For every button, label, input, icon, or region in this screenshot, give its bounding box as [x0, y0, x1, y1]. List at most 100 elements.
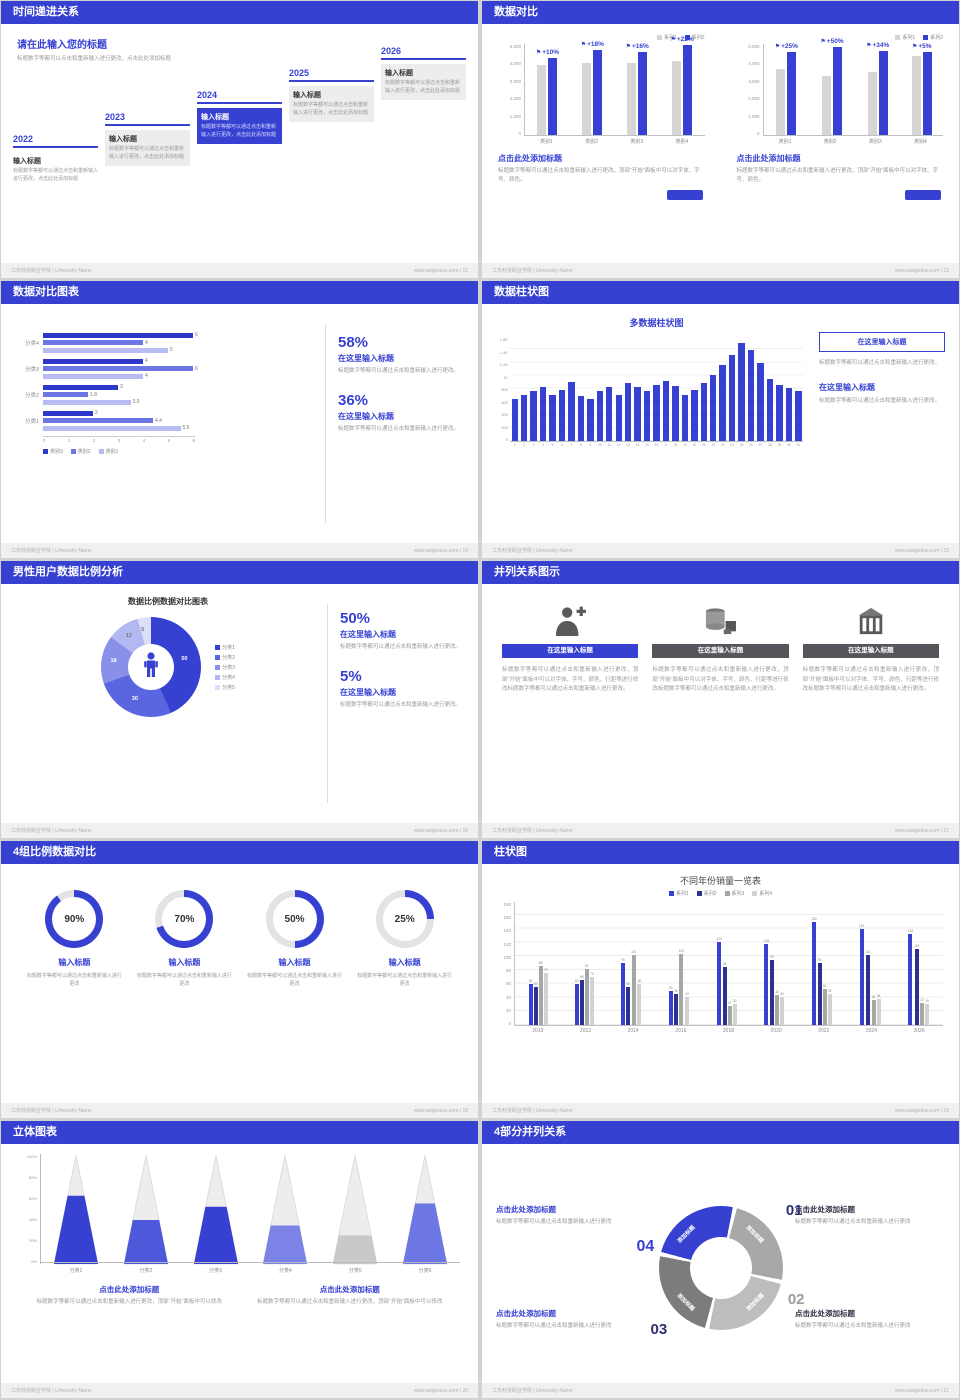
- legend-label: 分类5: [222, 684, 235, 691]
- y-tick-label: 5,000: [509, 44, 521, 49]
- slide-15[interactable]: 数据柱状图 多数据柱状图 1.6K 1.4K 1.2K 1K 800 600 400 200 0…: [482, 281, 959, 558]
- bar-value: 3: [120, 384, 123, 390]
- bar-value: 120: [716, 937, 722, 941]
- bar: [827, 994, 832, 1025]
- y-axis: 5,000 4,000 3,000 2,000 1,000 0: [498, 44, 524, 136]
- slide-footer: 江苏科技职业学院 | University Name www.aptgenius…: [482, 1103, 959, 1118]
- growth-label: ⚑+10%: [536, 49, 559, 56]
- slide-body: 分类4 6 4 5 分类3 4 6 4 分类2 3 1.8 3.5 分类1 2 4.4 5.5 0 1 2 3 4 5 6 类…: [1, 304, 478, 543]
- bar: [538, 966, 543, 1025]
- bar: [589, 977, 594, 1025]
- slide-title-bar: 数据对比: [482, 1, 959, 24]
- bar: [867, 72, 877, 135]
- x-tick-label: 5: [551, 443, 554, 447]
- slide-16[interactable]: 男性用户数据比例分析 数据比例数据对比图表 50 30 18 12 5 分类1 分类2 分类…: [1, 561, 478, 838]
- legend-item: 系列1: [668, 890, 689, 897]
- slide-18[interactable]: 4组比例数据对比 90% 输入标题 标题数字等都可以通过点击和重新输入进行更改 70%…: [1, 841, 478, 1118]
- slide-12[interactable]: 时间递进关系 请在此输入您的标题 标题数字等都可以点击和重新输入进行更改，点击此…: [1, 1, 478, 278]
- bar: [911, 56, 921, 135]
- legend-label: 分类3: [222, 664, 235, 671]
- legend-label: 类别2: [77, 449, 91, 455]
- legend-item: 系列2: [684, 34, 705, 41]
- bar-column: 27: [755, 337, 766, 447]
- bar-group: 90 55 101 60: [621, 902, 642, 1025]
- y-tick-label: 140: [503, 928, 511, 934]
- flag-icon: ⚑: [670, 37, 676, 43]
- stat-percent: 50%: [340, 610, 371, 627]
- footer-site: www.aptgenius.com: [413, 547, 459, 554]
- x-tick-label: 类别4: [914, 139, 927, 145]
- hbar-group: 分类2 3 1.8 3.5: [17, 384, 321, 405]
- bar: [582, 63, 592, 135]
- slide-21[interactable]: 4部分并列关系 点击此处添加标题 标题数字等都可以通过点击和重新输入进行更改 点击此…: [482, 1121, 959, 1398]
- bar-column: 6: [557, 337, 567, 447]
- x-tick-label: 1: [67, 438, 71, 443]
- bar-value: 103: [678, 949, 685, 953]
- footer-site: www.aptgenius.com: [894, 267, 940, 274]
- x-tick-label: 13: [626, 443, 630, 447]
- slide-footer: 江苏科技职业学院 | University Name www.aptgenius…: [482, 1383, 959, 1398]
- slide-17[interactable]: 并列关系图示 在这里输入标题 标题数字等都可以通过点击和重新输入进行更改，顶部“开…: [482, 561, 959, 838]
- timeline-item-title: 输入标题: [385, 70, 413, 77]
- y-tick-label: 160: [503, 915, 511, 921]
- slice-value: 30: [131, 696, 138, 703]
- x-tick-label: 28: [768, 443, 772, 447]
- bar-column: 5: [547, 337, 558, 447]
- x-tick-label: 7: [570, 443, 573, 447]
- stat-block: 58% 在这里输入标题 标题数字等都可以通过点击和重新输入进行更改。: [338, 334, 464, 376]
- stat-body: 标题数字等都可以通过点击和重新输入进行更改。: [340, 644, 462, 650]
- bar-column: 23: [717, 337, 728, 447]
- slide-body: 点击此处添加标题 标题数字等都可以通过点击和重新输入进行更改 点击此处添加标题 标题数…: [482, 1144, 959, 1383]
- bar-value: 30: [925, 999, 929, 1003]
- timeline-box: 输入标题 标题数字等都可以通过点击和重新输入进行更改，点击此处添加标题: [13, 152, 98, 188]
- bar-column: 11: [604, 337, 614, 447]
- timeline-item-title: 输入标题: [109, 136, 137, 143]
- y-tick-label: 20: [505, 1007, 511, 1013]
- footer-page-number: 21: [943, 1387, 949, 1394]
- legend-swatch: [684, 35, 690, 40]
- vertical-divider: [325, 324, 326, 523]
- footer-page: www.aptgenius.com | 20: [414, 1388, 468, 1394]
- stat-percent: 5%: [340, 667, 362, 685]
- category-label: 分类1: [24, 418, 39, 425]
- y-tick-label: 0: [518, 130, 521, 136]
- bar-group: ⚑+10%: [536, 44, 559, 135]
- column-heading: 在这里输入标题: [547, 647, 593, 654]
- chart-title: 数据比例数据对比图表: [128, 597, 208, 606]
- y-tick-label: 40: [505, 994, 511, 1000]
- column-heading-bar: 在这里输入标题: [502, 644, 639, 658]
- bar-group: ⚑+25%: [775, 43, 798, 135]
- bar: [643, 391, 651, 441]
- slide-19[interactable]: 柱状图 不同年份销量一览表 系列1 系列2 系列3 系列4 180 160 140 120 1…: [482, 841, 959, 1118]
- footer-page-number: 19: [943, 1107, 949, 1114]
- horizontal-bar-chart: 分类4 6 4 5 分类3 4 6 4 分类2 3 1.8 3.5 分类1 2 4.4 5.5 0 1 2 3 4 5 6 类…: [17, 332, 321, 455]
- hbar-group: 分类4 6 4 5: [17, 332, 321, 353]
- bar: [626, 987, 631, 1025]
- bar: [577, 396, 585, 441]
- bar-group: ⚑+18%: [581, 41, 604, 135]
- bar: [922, 52, 932, 135]
- ring-body: 标题数字等都可以通过点击和重新输入进行更改: [26, 973, 122, 987]
- slice-value: 18: [110, 657, 117, 664]
- footer-page: www.aptgenius.com | 21: [895, 1388, 949, 1394]
- legend-swatch: [668, 891, 674, 896]
- ring-percent: 90%: [64, 913, 85, 925]
- slide-body: 在这里输入标题 标题数字等都可以通过点击和重新输入进行更改，顶部“开始”面板中可以…: [482, 584, 959, 823]
- slide-14[interactable]: 数据对比图表 分类4 6 4 5 分类3 4 6 4 分类2 3 1.8 3.5 分类1 2 4.4 5.5 0…: [1, 281, 478, 558]
- x-tick-label: 2010: [532, 1028, 544, 1034]
- text-block: 点击此处添加标题 标题数字等都可以通过点击和重新输入进行更改: [496, 1308, 646, 1331]
- male-person-icon: [142, 651, 160, 683]
- legend-label: 分类2: [222, 654, 235, 661]
- slide-13[interactable]: 数据对比 系列1 系列2 5,000 4,000 3,000 2,000 1,000 0 ⚑+1…: [482, 1, 959, 278]
- slide-title-bar: 柱状图: [482, 841, 959, 864]
- y-tick-label: 0: [508, 1020, 511, 1026]
- ring-block: 70% 输入标题 标题数字等都可以通过点击和重新输入进行更改: [135, 890, 234, 1103]
- footer-org: 江苏科技职业学院 | University Name: [492, 1108, 573, 1114]
- legend-item: 分类1: [215, 644, 235, 651]
- section-heading: 请在此输入您的标题: [17, 40, 107, 51]
- y-tick-label: 1,000: [509, 113, 521, 119]
- bar: [593, 50, 603, 135]
- x-tick-label: 24: [730, 443, 734, 447]
- slide-20[interactable]: 立体图表 100% 80% 60% 40% 20% 0% 分类1 分类2 分类3 分类4 分类5 分…: [1, 1121, 478, 1398]
- bar: [685, 997, 690, 1025]
